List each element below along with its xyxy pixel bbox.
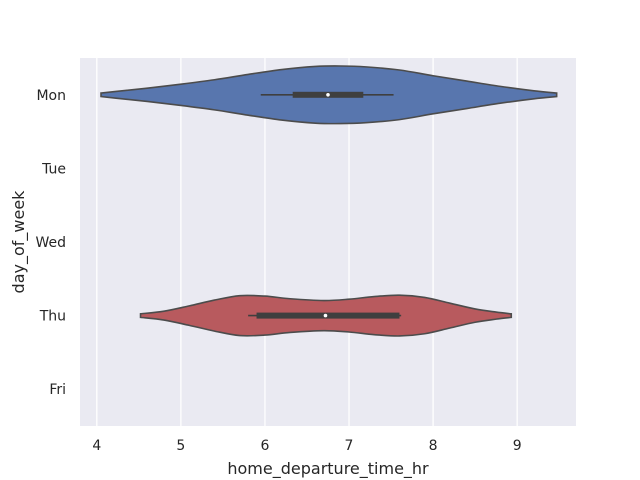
x-tick-labels: 4 5 6 7 8 9 (92, 438, 521, 454)
y-tick-label: Tue (41, 161, 66, 177)
x-tick-label: 5 (176, 438, 185, 454)
y-tick-label: Wed (35, 235, 66, 251)
x-tick-label: 7 (345, 438, 354, 454)
y-axis-label: day_of_week (9, 190, 29, 294)
median-dot (326, 93, 330, 97)
x-tick-label: 4 (92, 438, 101, 454)
x-axis-label: home_departure_time_hr (227, 459, 429, 479)
x-tick-label: 6 (260, 438, 269, 454)
iqr-box (256, 312, 400, 319)
x-tick-label: 9 (513, 438, 522, 454)
y-tick-label: Thu (39, 309, 66, 325)
x-tick-label: 8 (429, 438, 438, 454)
y-tick-label: Mon (36, 88, 66, 104)
median-dot (323, 313, 328, 318)
violins (100, 65, 558, 337)
y-tick-label: Fri (49, 382, 66, 398)
y-tick-labels: Mon Tue Wed Thu Fri (35, 88, 66, 398)
